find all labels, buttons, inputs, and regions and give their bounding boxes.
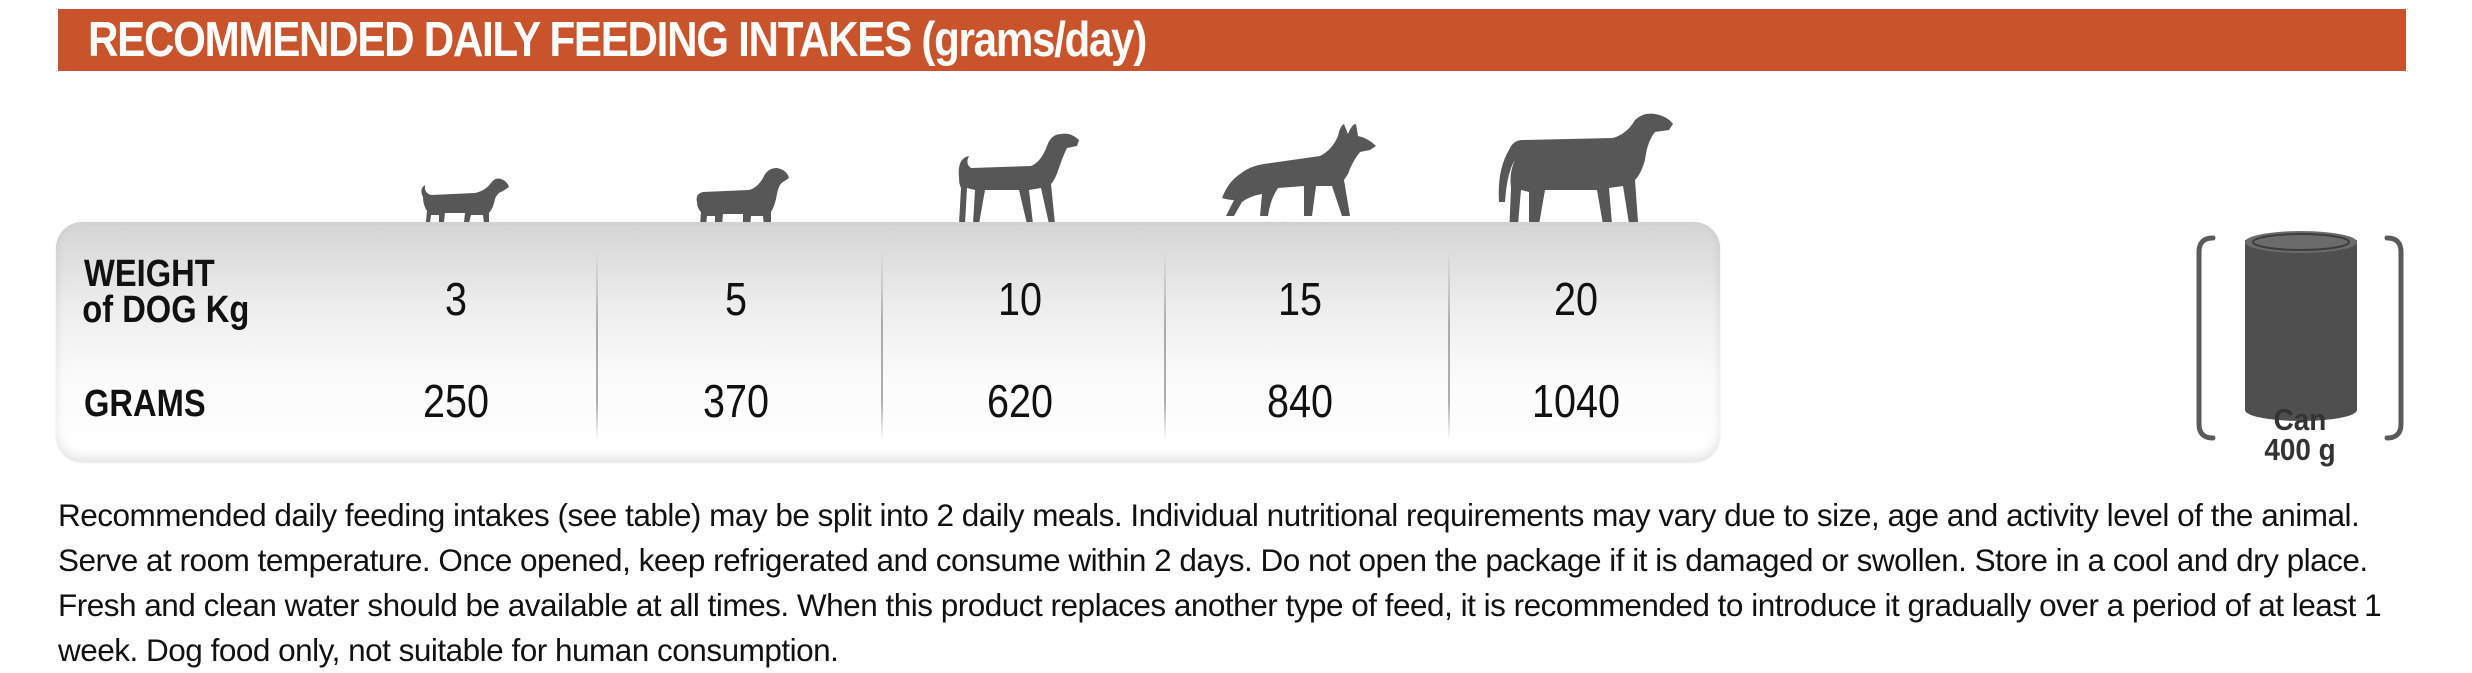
- spaniel-dog-icon: [696, 168, 789, 238]
- title-banner: RECOMMENDED DAILY FEEDING INTAKES (grams…: [58, 9, 2406, 71]
- grams-cell: 840: [1266, 375, 1334, 427]
- banner-title: RECOMMENDED DAILY FEEDING INTAKES (grams…: [88, 13, 1147, 67]
- grams-cell: 370: [702, 375, 770, 427]
- grams-cell: 1040: [1531, 375, 1621, 427]
- column-divider: [1164, 250, 1166, 440]
- weight-cell: 5: [724, 273, 748, 325]
- can-label-line1: Can: [2273, 402, 2327, 437]
- column-divider: [1448, 250, 1450, 440]
- can-label: Can 400 g: [2237, 402, 2363, 467]
- grams-cell: 620: [986, 375, 1054, 427]
- shepherd-dog-icon: [1222, 124, 1376, 216]
- small-dog-icon: [421, 178, 509, 231]
- weight-label-line2: of DOG Kg: [82, 289, 250, 331]
- weight-label-line1: WEIGHT: [84, 253, 215, 295]
- grams-row-label: GRAMS: [84, 383, 206, 425]
- weight-row-label: WEIGHT of DOG Kg: [82, 253, 250, 331]
- column-divider: [881, 250, 883, 440]
- can-label-line2: 400 g: [2264, 432, 2336, 467]
- column-divider: [596, 250, 598, 440]
- feeding-notes: Recommended daily feeding intakes (see t…: [58, 497, 2382, 668]
- weight-cell: 15: [1277, 273, 1322, 325]
- can-icon: [2196, 231, 2404, 441]
- great-dane-dog-icon: [1498, 113, 1673, 236]
- pointer-dog-icon: [958, 133, 1079, 224]
- feeding-table: WEIGHT of DOG Kg GRAMS 3 5 10 15 20 250 …: [56, 222, 1720, 462]
- weight-cell: 20: [1553, 273, 1598, 325]
- grams-cell: 250: [422, 375, 490, 427]
- weight-cell: 10: [997, 273, 1042, 325]
- weight-cell: 3: [444, 273, 468, 325]
